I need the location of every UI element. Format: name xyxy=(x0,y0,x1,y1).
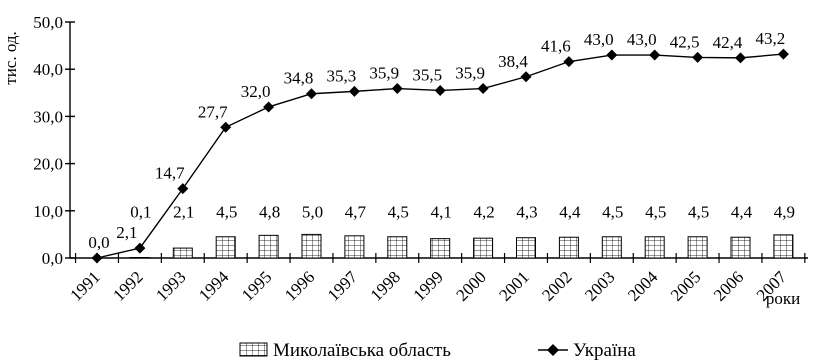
bar-value-label: 4,5 xyxy=(688,202,709,221)
x-tick-label: 1994 xyxy=(195,267,233,305)
x-tick-label: 1998 xyxy=(367,267,404,304)
bar-value-label: 4,7 xyxy=(345,202,367,221)
legend-label-line: Україна xyxy=(573,340,636,361)
bar xyxy=(644,236,665,259)
bar-value-label: 0,1 xyxy=(130,202,151,221)
bar-value-label: 4,1 xyxy=(431,202,452,221)
x-tick-label: 2004 xyxy=(624,267,662,305)
bar-value-label: 4,9 xyxy=(774,202,795,221)
line-value-label: 32,0 xyxy=(241,82,271,101)
y-tick-label: 50,0 xyxy=(33,13,63,32)
bar xyxy=(344,235,365,259)
data-labels: 0,1 2,1 4,5 4,8 5,0 4,7 4,5 4,1 4,2 4,3 4,4 4,5 4,5 4… xyxy=(88,29,795,252)
legend-label-bar: Миколаївська область xyxy=(273,340,451,361)
y-tick-label: 40,0 xyxy=(33,60,63,79)
x-axis-unit-label: роки xyxy=(766,289,800,308)
line-marker xyxy=(391,83,403,95)
line-marker xyxy=(177,183,189,195)
bar xyxy=(601,236,622,259)
line-value-label: 41,6 xyxy=(541,37,571,56)
line-value-label: 43,0 xyxy=(584,30,614,49)
line-marker xyxy=(91,252,103,264)
line-value-label: 42,4 xyxy=(713,33,743,52)
x-tick-label: 2003 xyxy=(581,267,618,304)
line-marker xyxy=(434,84,446,96)
line-marker xyxy=(563,56,575,68)
bar-value-label: 4,5 xyxy=(645,202,666,221)
line-value-label: 35,9 xyxy=(369,64,399,83)
bar-value-label: 4,5 xyxy=(602,202,623,221)
x-tick-label: 1993 xyxy=(152,267,189,304)
legend-line-marker xyxy=(547,344,559,356)
bar-value-label: 4,5 xyxy=(388,202,409,221)
line-marker xyxy=(263,101,275,113)
bar-value-label: 4,5 xyxy=(216,202,237,221)
x-tick-label: 2005 xyxy=(667,267,704,304)
bar-value-label: 4,3 xyxy=(516,202,537,221)
line-marker xyxy=(348,85,360,97)
bar xyxy=(473,237,494,259)
line-value-label: 0,0 xyxy=(88,233,109,252)
bar-value-label: 4,4 xyxy=(559,202,581,221)
line-marker xyxy=(649,49,661,61)
y-tick-label: 10,0 xyxy=(33,202,63,221)
x-tick-label: 1996 xyxy=(281,267,318,304)
bar xyxy=(301,233,322,259)
bar-series xyxy=(129,233,794,259)
y-tick-label: 20,0 xyxy=(33,155,63,174)
bar-value-label: 4,4 xyxy=(731,202,753,221)
line-marker xyxy=(306,88,317,100)
line-value-label: 35,5 xyxy=(412,65,442,84)
x-tick-label: 1995 xyxy=(238,267,275,304)
line-value-label: 27,7 xyxy=(198,102,228,121)
x-tick-label: 1997 xyxy=(324,267,362,305)
line-marker xyxy=(606,49,618,61)
line-marker xyxy=(134,242,146,254)
line-marker xyxy=(520,71,532,83)
line-value-label: 14,7 xyxy=(155,164,185,183)
bar xyxy=(258,234,279,259)
bar xyxy=(687,236,708,259)
line-value-label: 2,1 xyxy=(116,223,137,242)
line-value-label: 35,9 xyxy=(455,64,485,83)
x-tick-label: 2006 xyxy=(710,267,747,304)
line-marker xyxy=(735,52,746,64)
x-tick-label: 1992 xyxy=(109,267,146,304)
bar xyxy=(516,237,536,259)
x-tick-label: 1991 xyxy=(66,267,103,304)
bar-value-label: 2,1 xyxy=(173,202,194,221)
y-axis-unit-label: тис. од. xyxy=(1,31,20,84)
bar-value-label: 4,2 xyxy=(473,202,494,221)
line-marker xyxy=(477,83,489,95)
y-tick-label: 30,0 xyxy=(33,107,63,126)
line-marker xyxy=(692,51,704,63)
bar-value-label: 4,8 xyxy=(259,202,280,221)
x-tick-label: 1999 xyxy=(410,267,447,304)
legend: Миколаївська область Україна xyxy=(239,340,636,361)
line-path xyxy=(96,53,784,259)
line-value-label: 35,3 xyxy=(327,66,357,85)
bar xyxy=(172,247,193,259)
bar xyxy=(773,234,794,259)
bar-value-label: 5,0 xyxy=(302,202,323,221)
x-tick-label: 2000 xyxy=(452,267,489,304)
legend-bar-swatch xyxy=(239,342,268,357)
x-tick-label: 2001 xyxy=(495,267,532,304)
x-tick-label: 2002 xyxy=(538,267,575,304)
bar xyxy=(558,236,579,259)
bar xyxy=(430,238,451,259)
bar xyxy=(730,236,751,259)
line-value-label: 43,0 xyxy=(627,30,657,49)
bar xyxy=(215,236,236,259)
line-value-label: 38,4 xyxy=(498,52,528,71)
bar xyxy=(387,236,408,259)
line-value-label: 42,5 xyxy=(670,32,700,51)
line-series xyxy=(91,48,789,264)
y-tick-label: 0,0 xyxy=(42,249,63,268)
line-marker xyxy=(777,48,789,60)
line-value-label: 43,2 xyxy=(756,29,786,48)
line-marker xyxy=(220,121,232,133)
line-value-label: 34,8 xyxy=(284,69,314,88)
